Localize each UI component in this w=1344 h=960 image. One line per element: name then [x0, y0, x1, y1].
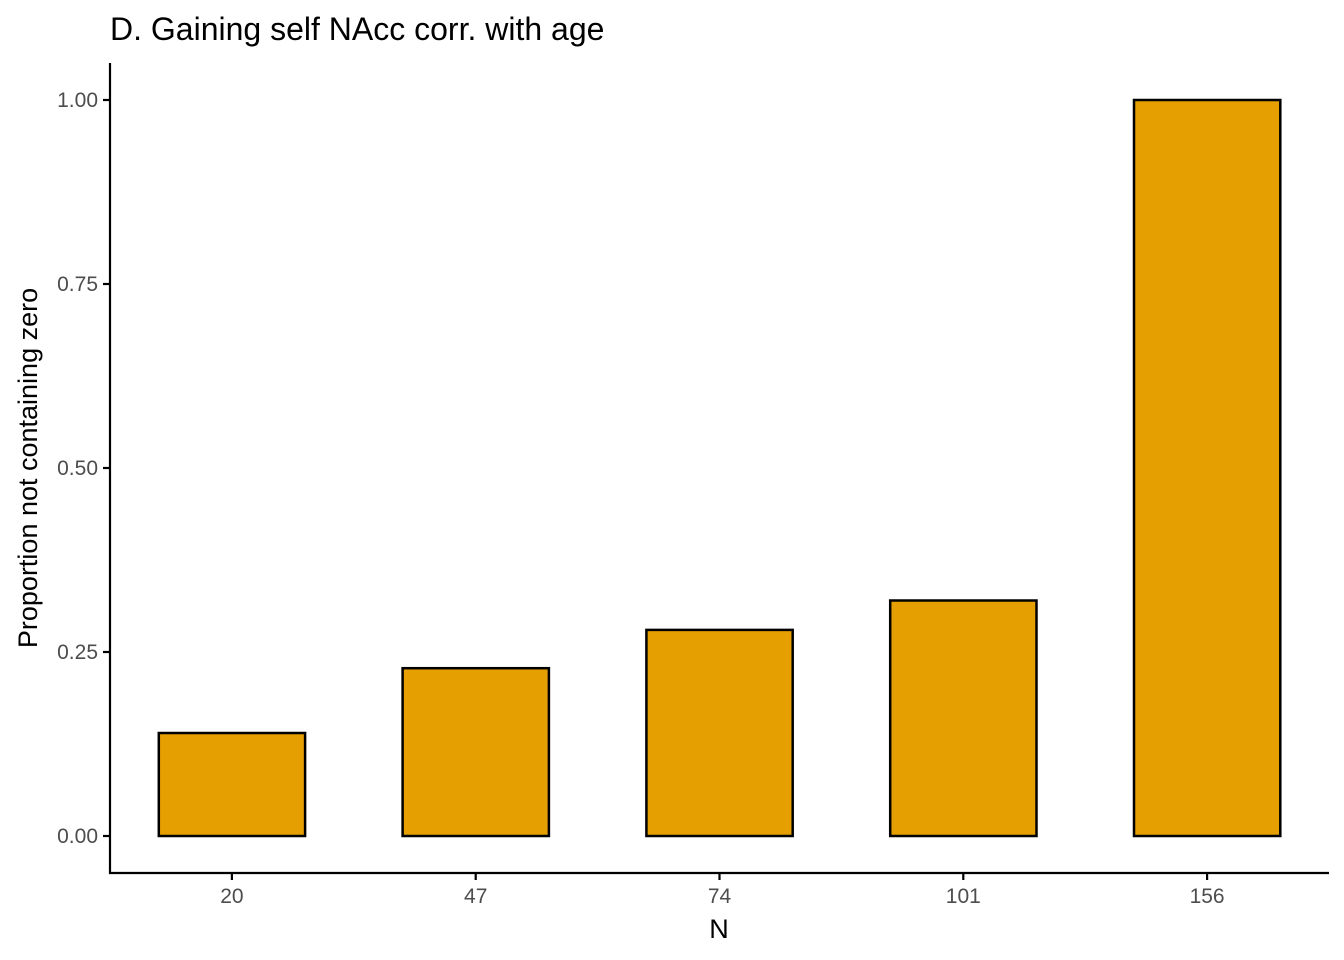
y-axis-title: Proportion not containing zero — [13, 288, 43, 648]
x-tick-label: 47 — [464, 885, 487, 908]
bars — [157, 98, 1282, 838]
bar-101 — [888, 599, 1038, 838]
bar-47 — [401, 666, 551, 838]
bar-20 — [157, 731, 307, 838]
bar-74 — [645, 628, 794, 838]
x-axis-title: N — [709, 914, 729, 944]
x-tick-label: 156 — [1190, 885, 1225, 908]
y-tick-label: 1.00 — [57, 89, 98, 112]
y-axis-ticks: 0.00 0.25 0.50 0.75 1.00 — [57, 89, 110, 848]
chart-title: D. Gaining self NAcc corr. with age — [110, 11, 604, 47]
x-axis-ticks: 20 47 74 101 156 — [220, 873, 1225, 908]
y-tick-label: 0.25 — [57, 641, 98, 664]
y-tick-label: 0.00 — [57, 825, 98, 848]
x-tick-label: 74 — [708, 885, 732, 908]
y-tick-label: 0.75 — [57, 273, 98, 296]
x-tick-label: 20 — [220, 885, 243, 908]
x-tick-label: 101 — [946, 885, 981, 908]
bar-156 — [1132, 98, 1282, 838]
y-tick-label: 0.50 — [57, 457, 98, 480]
